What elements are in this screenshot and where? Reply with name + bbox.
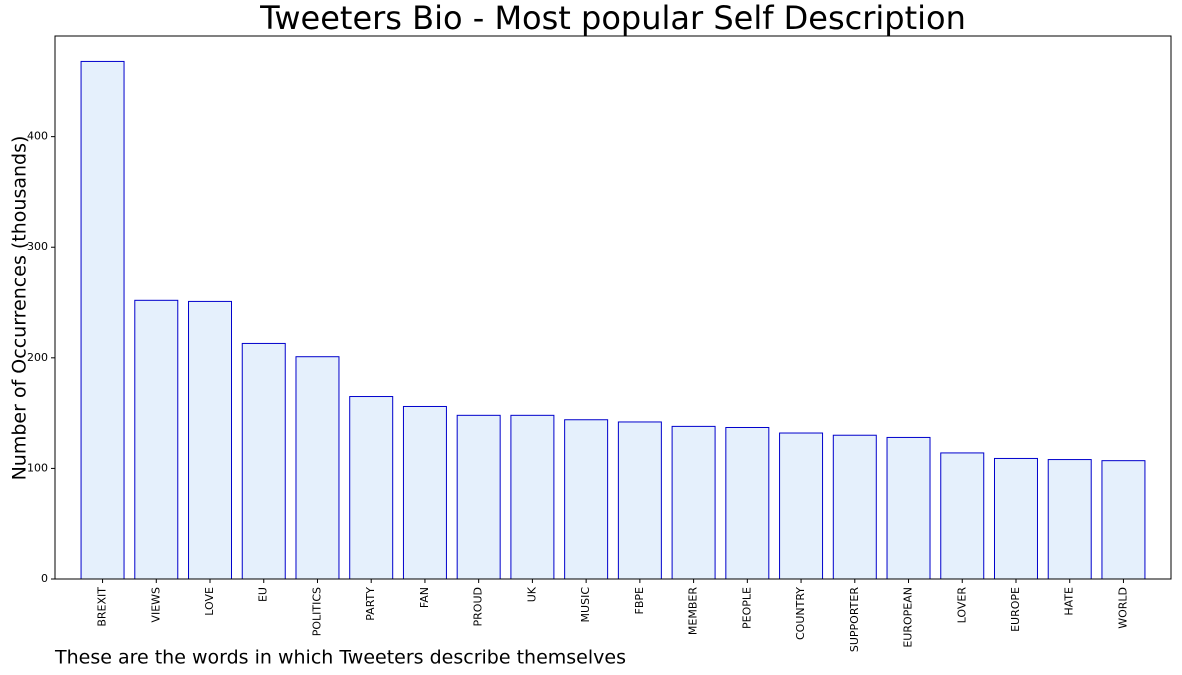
x-tick-label: EUROPEAN — [902, 587, 915, 648]
bar — [349, 396, 394, 580]
bar — [671, 425, 716, 580]
bar — [241, 342, 286, 580]
x-tick-label: UK — [525, 586, 538, 602]
chart-title: Tweeters Bio - Most popular Self Descrip… — [259, 0, 966, 37]
caption: These are the words in which Tweeters de… — [54, 647, 626, 669]
bar — [940, 452, 985, 580]
x-tick-label: LOVER — [955, 587, 968, 624]
y-tick-label: 300 — [27, 240, 48, 253]
bar — [1047, 459, 1092, 580]
bar — [886, 436, 931, 580]
bar — [134, 299, 179, 580]
bar — [993, 457, 1038, 580]
x-tick-label: PARTY — [364, 587, 377, 621]
x-tick-label: MEMBER — [687, 587, 700, 635]
x-tick-label: WORLD — [1116, 587, 1129, 629]
x-tick-label: BREXIT — [96, 587, 109, 627]
x-tick-label: FAN — [418, 587, 431, 608]
x-tick-label: SUPPORTER — [848, 587, 861, 652]
bar — [80, 60, 125, 580]
y-tick-label: 400 — [27, 130, 48, 143]
x-tick-label: EUROPE — [1009, 587, 1022, 632]
bar — [779, 432, 824, 580]
x-tick-label: POLITICS — [310, 587, 323, 636]
bar — [402, 405, 447, 580]
x-tick-label: FBPE — [633, 587, 646, 615]
x-tick-label: EU — [257, 587, 270, 602]
x-tick-label: PROUD — [472, 587, 485, 626]
y-tick-label: 200 — [27, 351, 48, 364]
bar — [188, 300, 233, 580]
bar — [295, 356, 340, 580]
bar — [725, 426, 770, 580]
bar — [1101, 460, 1146, 580]
y-tick-label: 100 — [27, 461, 48, 474]
x-tick-label: MUSIC — [579, 587, 592, 623]
x-tick-label: PEOPLE — [740, 587, 753, 629]
x-tick-label: HATE — [1063, 587, 1076, 616]
bar — [617, 421, 662, 580]
bar — [456, 414, 501, 580]
bar — [510, 414, 555, 580]
y-axis-label: Number of Occurrences (thousands) — [9, 136, 31, 481]
bar — [832, 434, 877, 580]
y-tick-label: 0 — [41, 572, 48, 585]
bar — [564, 419, 609, 580]
x-tick-label: COUNTRY — [794, 587, 807, 640]
x-tick-label: LOVE — [203, 587, 216, 616]
plot-frame — [54, 35, 1172, 580]
x-tick-label: VIEWS — [149, 587, 162, 623]
